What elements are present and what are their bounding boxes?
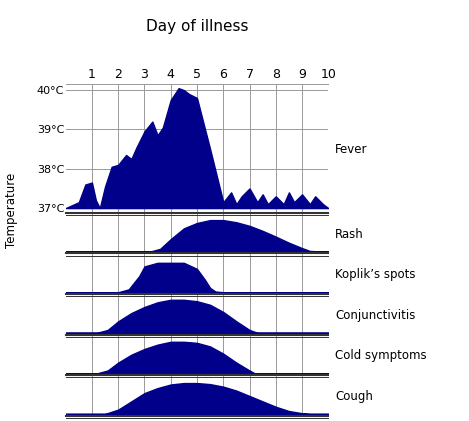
Text: Conjunctivitis: Conjunctivitis — [335, 309, 416, 322]
Text: Cough: Cough — [335, 390, 373, 403]
Text: Fever: Fever — [335, 143, 368, 156]
Text: Temperature: Temperature — [5, 173, 18, 248]
Text: Cold symptoms: Cold symptoms — [335, 349, 427, 362]
Text: Koplik’s spots: Koplik’s spots — [335, 268, 416, 281]
Text: Day of illness: Day of illness — [146, 19, 248, 34]
Text: Rash: Rash — [335, 228, 364, 241]
